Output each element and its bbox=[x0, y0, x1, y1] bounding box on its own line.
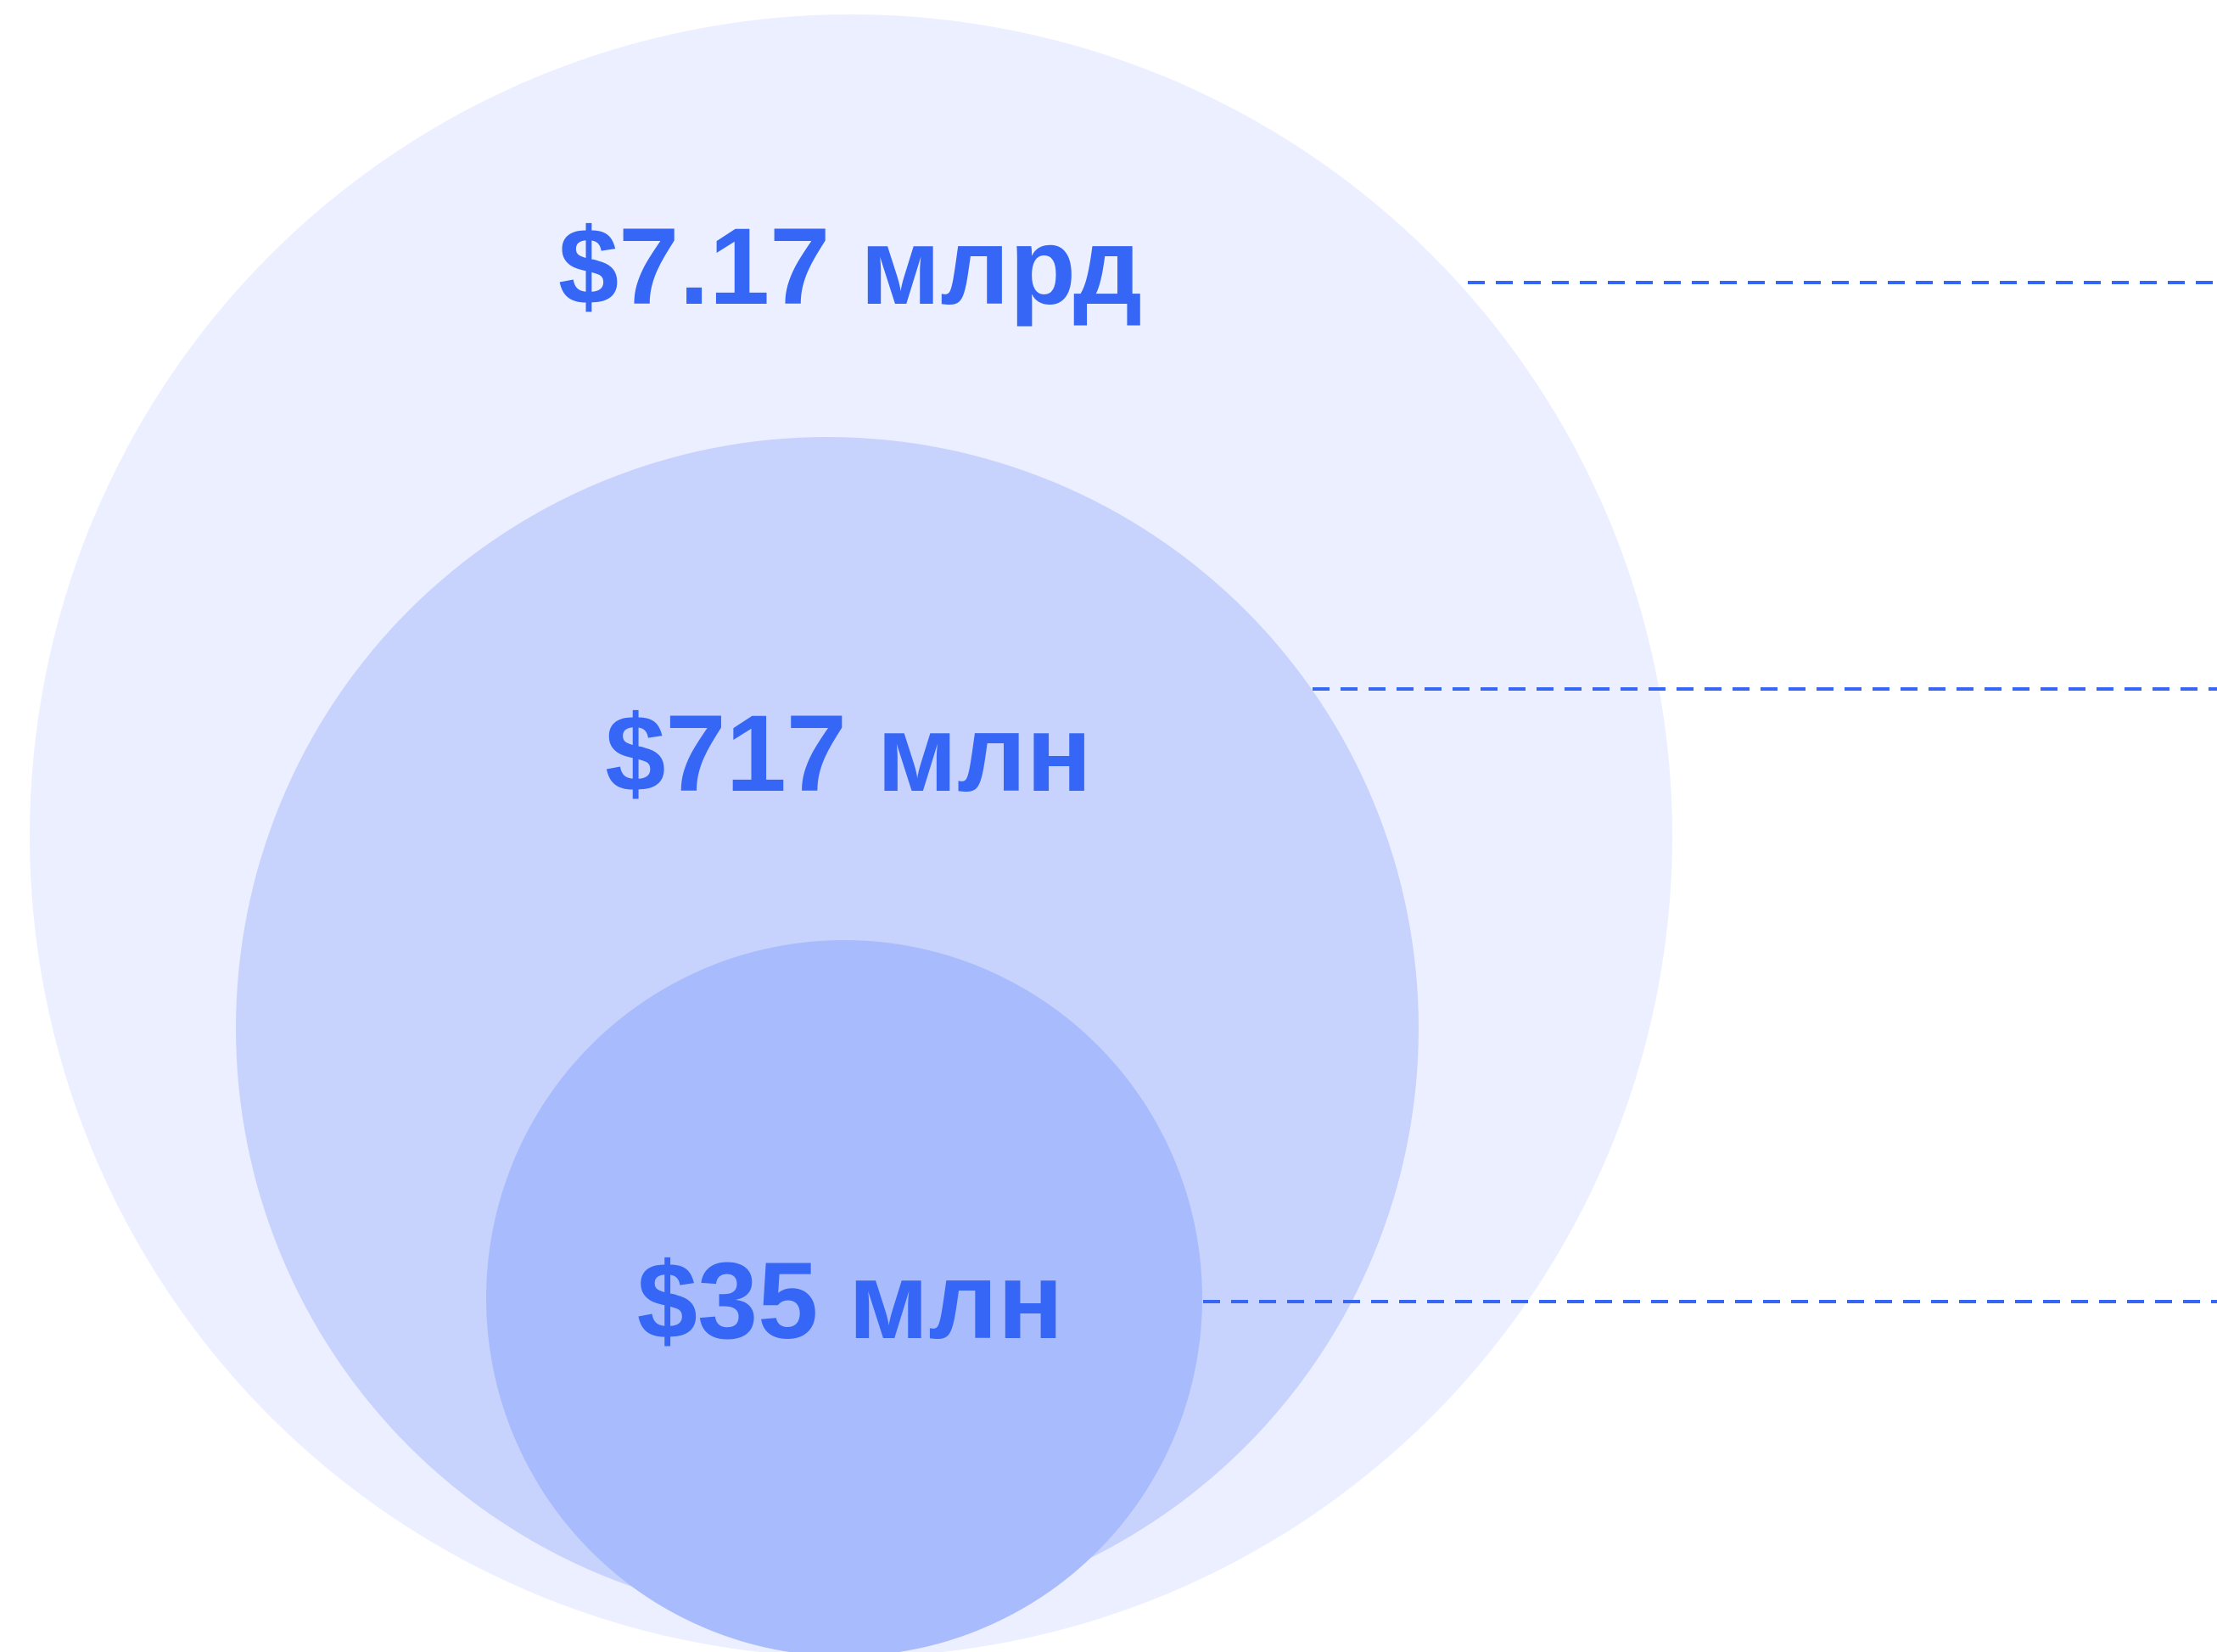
middle-label: $717 млн bbox=[605, 693, 1092, 815]
outer-label: $7.17 млрд bbox=[558, 206, 1142, 328]
inner-circle bbox=[486, 940, 1202, 1652]
inner-label: $35 млн bbox=[637, 1240, 1063, 1362]
